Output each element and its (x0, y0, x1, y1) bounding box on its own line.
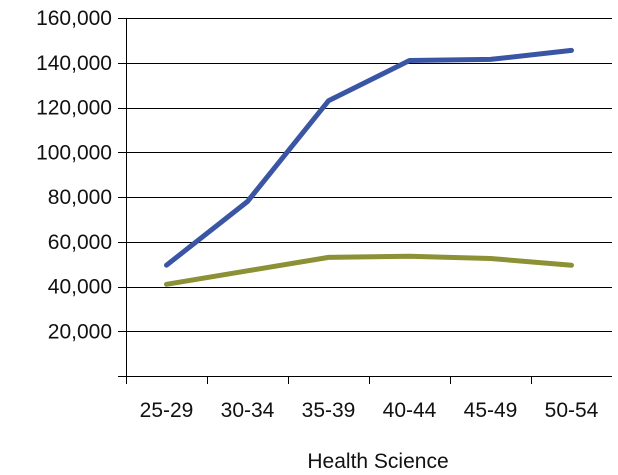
y-tick-label: 60,000 (48, 231, 112, 254)
y-tick-label: 160,000 (36, 7, 112, 30)
x-tick-label: 50-54 (545, 399, 599, 422)
x-axis-title: Health Science (307, 450, 448, 473)
axes (118, 18, 612, 384)
series-line-1 (164, 47, 574, 268)
gridlines (118, 18, 612, 332)
y-tick-label: 80,000 (48, 186, 112, 209)
y-tick-label: 100,000 (36, 141, 112, 164)
x-tick-label: 25-29 (140, 399, 194, 422)
y-tick-labels: 20,000 40,000 60,000 80,000 100,000 120,000 14… (36, 7, 112, 343)
x-tick-labels: 25-29 30-34 35-39 40-44 45-49 50-54 (140, 399, 599, 422)
y-tick-label: 140,000 (36, 52, 112, 75)
x-tick-label: 30-34 (221, 399, 275, 422)
y-tick-label: 40,000 (48, 276, 112, 299)
series-lines (164, 47, 574, 287)
y-tick-label: 20,000 (48, 320, 112, 343)
y-tick-label: 120,000 (36, 97, 112, 120)
series-line-2 (164, 253, 574, 287)
x-tick-label: 45-49 (464, 399, 518, 422)
x-tick-label: 40-44 (383, 399, 437, 422)
x-tick-label: 35-39 (302, 399, 356, 422)
